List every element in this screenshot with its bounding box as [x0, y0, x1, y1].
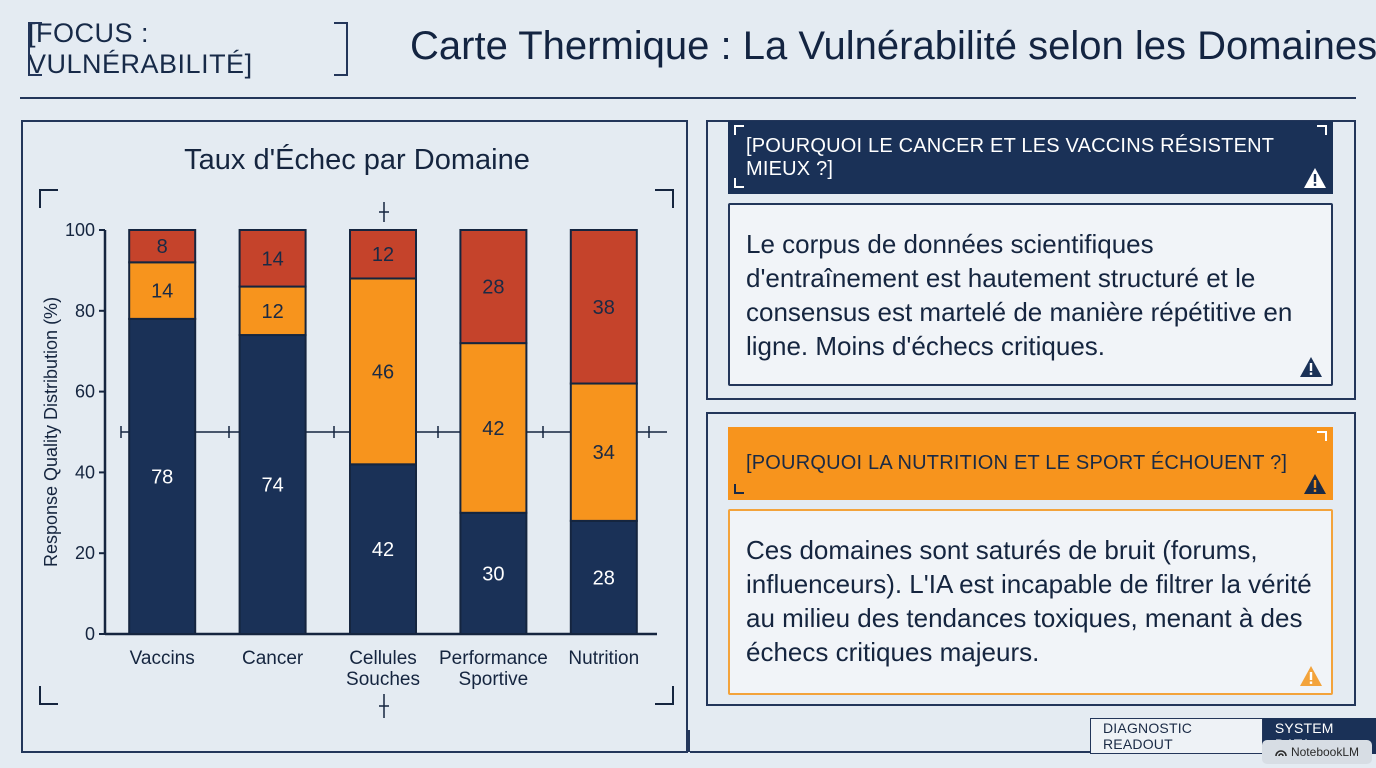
- x-tick-label: Cellules: [349, 648, 417, 669]
- corner-mark: [1317, 125, 1327, 135]
- answer-box-2: Ces domaines sont saturés de bruit (foru…: [728, 509, 1333, 695]
- answer-box-1: Le corpus de données scientifiques d'ent…: [728, 203, 1333, 386]
- data-label: 30: [482, 563, 504, 585]
- data-label: 14: [261, 248, 283, 270]
- bar-segment: [569, 519, 638, 636]
- corner-mark: [734, 484, 744, 494]
- panel-separator: [688, 730, 690, 752]
- frame-corner: [655, 686, 674, 705]
- corner-mark: [734, 178, 744, 188]
- frame-corner: [39, 686, 58, 705]
- bar-segment: [238, 334, 307, 635]
- x-tick-label: Cancer: [242, 648, 304, 669]
- warning-icon: [1300, 666, 1322, 686]
- bar-segment: [128, 229, 197, 264]
- question-1-text: [POURQUOI LE CANCER ET LES VACCINS RÉSIS…: [746, 134, 1274, 180]
- bar-segment: [238, 285, 307, 337]
- bar-segment: [349, 229, 417, 280]
- x-tick-label: Souches: [346, 669, 420, 690]
- warning-icon: [1304, 168, 1326, 188]
- notebooklm-watermark: NotebookLM: [1262, 740, 1372, 764]
- y-tick-label: 40: [75, 462, 95, 482]
- x-tick-label: Vaccins: [130, 648, 195, 669]
- data-label: 34: [593, 442, 615, 464]
- x-tick-label: Nutrition: [568, 648, 639, 669]
- bar-segment: [459, 342, 528, 514]
- watermark-label: NotebookLM: [1290, 745, 1360, 759]
- right-bracket: [334, 22, 348, 76]
- corner-mark: [734, 125, 744, 135]
- frame-corner: [655, 189, 674, 208]
- data-label: 14: [151, 281, 173, 303]
- y-tick-label: 100: [65, 220, 95, 240]
- y-tick-label: 0: [85, 624, 95, 644]
- data-label: 74: [261, 475, 283, 497]
- question-2-text: [POURQUOI LA NUTRITION ET LE SPORT ÉCHOU…: [746, 452, 1288, 474]
- chart-title: Taux d'Échec par Domaine: [184, 143, 530, 176]
- data-label: 28: [482, 277, 504, 299]
- data-label: 42: [372, 539, 394, 561]
- warning-icon: [1300, 357, 1322, 377]
- footer-rule: [690, 751, 1090, 753]
- bar-segment: [569, 229, 638, 385]
- data-label: 8: [157, 236, 168, 258]
- answer-1-text: Le corpus de données scientifiques d'ent…: [746, 229, 1293, 361]
- x-tick-label: Performance: [439, 648, 548, 669]
- y-axis-label: Response Quality Distribution (%): [41, 297, 61, 567]
- page-title: Carte Thermique : La Vulnérabilité selon…: [410, 24, 1376, 68]
- stacked-bar-chart: Taux d'Échec par Domaine Response Quality…: [39, 143, 674, 718]
- chart-panel: Taux d'Échec par Domaine Response Quality…: [21, 120, 688, 753]
- explanation-frame-2: [706, 412, 1356, 706]
- left-bracket: [28, 22, 42, 76]
- x-tick-label: Sportive: [459, 669, 529, 690]
- data-label: 46: [372, 361, 394, 383]
- data-label: 12: [261, 301, 283, 323]
- bar-segment: [459, 511, 528, 635]
- question-bar-2: [POURQUOI LA NUTRITION ET LE SPORT ÉCHOU…: [728, 427, 1333, 500]
- answer-2-text: Ces domaines sont saturés de bruit (foru…: [746, 535, 1312, 667]
- focus-tag: [FOCUS : VULNÉRABILITÉ]: [28, 18, 348, 79]
- bar-segment: [238, 229, 307, 288]
- bar-segment: [349, 277, 417, 466]
- data-label: 12: [372, 244, 394, 266]
- y-tick-label: 80: [75, 301, 95, 321]
- data-label: 38: [593, 297, 615, 319]
- y-tick-label: 20: [75, 543, 95, 563]
- header-divider: [20, 97, 1356, 99]
- tab-diagnostic-readout[interactable]: DIAGNOSTIC READOUT: [1090, 718, 1263, 754]
- question-bar-1: [POURQUOI LE CANCER ET LES VACCINS RÉSIS…: [728, 121, 1333, 194]
- bar-segment: [128, 261, 197, 320]
- data-label: 78: [151, 466, 173, 488]
- bar-segment: [459, 229, 528, 345]
- warning-icon: [1304, 474, 1326, 494]
- frame-corner: [39, 189, 58, 208]
- corner-mark: [1317, 431, 1327, 441]
- y-tick-label: 60: [75, 382, 95, 402]
- bar-segment: [349, 463, 417, 635]
- data-label: 28: [593, 567, 615, 589]
- data-label: 42: [482, 418, 504, 440]
- notebooklm-logo-icon: [1275, 750, 1287, 757]
- focus-tag-label: [FOCUS : VULNÉRABILITÉ]: [28, 18, 253, 79]
